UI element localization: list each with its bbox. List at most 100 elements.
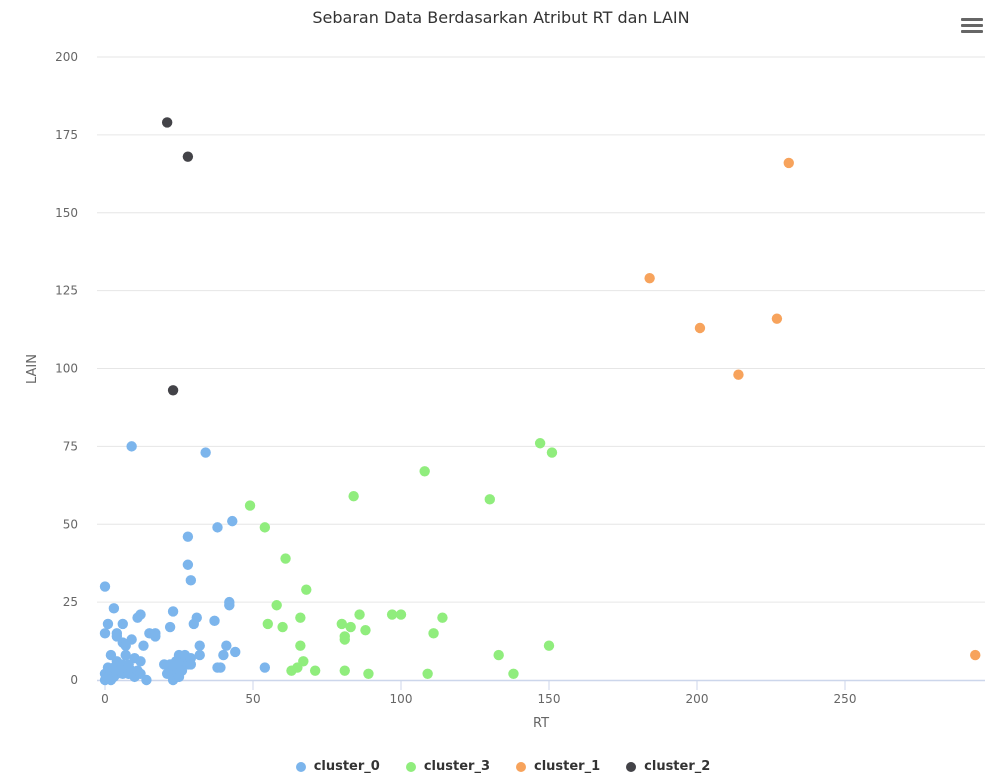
hamburger-menu-icon-bar: [961, 30, 983, 33]
data-point[interactable]: [185, 575, 197, 586]
data-point[interactable]: [150, 631, 161, 642]
data-point[interactable]: [209, 615, 220, 627]
data-point[interactable]: [212, 522, 223, 533]
data-point[interactable]: [493, 649, 504, 661]
y-tick-label: 175: [55, 128, 78, 142]
data-point[interactable]: [227, 515, 238, 527]
legend-marker-icon: [626, 761, 637, 772]
data-point[interactable]: [135, 656, 146, 667]
legend-item-cluster_3[interactable]: cluster_3: [405, 759, 490, 774]
data-point[interactable]: [386, 609, 398, 620]
data-point[interactable]: [215, 662, 226, 673]
data-point[interactable]: [546, 447, 558, 458]
chart-legend: cluster_0 cluster_3 cluster_1 cluster_2: [0, 759, 1006, 774]
data-point[interactable]: [176, 665, 188, 676]
data-point[interactable]: [120, 649, 131, 661]
data-point[interactable]: [437, 612, 448, 623]
data-point[interactable]: [194, 649, 205, 661]
data-point[interactable]: [428, 628, 439, 639]
x-axis-title: RT: [533, 716, 549, 731]
data-point[interactable]: [164, 621, 176, 633]
data-point[interactable]: [339, 665, 350, 676]
data-point[interactable]: [360, 624, 371, 636]
x-tick-label: 50: [245, 692, 260, 706]
data-point[interactable]: [117, 618, 128, 630]
data-point[interactable]: [422, 668, 433, 679]
data-point[interactable]: [135, 609, 146, 620]
y-tick-label: 125: [55, 284, 78, 298]
data-point[interactable]: [182, 559, 194, 570]
data-point[interactable]: [224, 600, 235, 611]
data-point[interactable]: [508, 668, 519, 679]
data-point[interactable]: [733, 369, 744, 380]
data-point[interactable]: [484, 494, 495, 505]
data-point[interactable]: [185, 659, 197, 670]
data-point[interactable]: [309, 665, 321, 676]
data-point[interactable]: [363, 668, 374, 679]
data-point[interactable]: [126, 441, 137, 452]
series-cluster_2: [161, 117, 194, 396]
data-point[interactable]: [970, 649, 981, 661]
data-point[interactable]: [271, 600, 282, 611]
data-point[interactable]: [221, 640, 232, 651]
data-point[interactable]: [534, 438, 546, 449]
data-point[interactable]: [126, 634, 137, 645]
data-point[interactable]: [262, 618, 273, 630]
data-point[interactable]: [161, 668, 173, 679]
data-point[interactable]: [301, 584, 312, 595]
data-point[interactable]: [218, 649, 229, 661]
legend-item-cluster_0[interactable]: cluster_0: [295, 759, 380, 774]
data-point[interactable]: [161, 117, 173, 128]
legend-item-cluster_2[interactable]: cluster_2: [626, 759, 710, 774]
y-tick-label: 200: [55, 50, 78, 64]
data-point[interactable]: [783, 157, 794, 169]
data-point[interactable]: [395, 609, 407, 620]
y-tick-label: 100: [55, 362, 78, 376]
data-point[interactable]: [295, 640, 306, 651]
data-point[interactable]: [339, 634, 350, 645]
data-point[interactable]: [345, 621, 356, 633]
data-point[interactable]: [259, 662, 271, 673]
data-point[interactable]: [354, 609, 365, 620]
data-point[interactable]: [99, 581, 111, 592]
data-point[interactable]: [771, 313, 783, 324]
data-point[interactable]: [200, 447, 211, 458]
data-point[interactable]: [419, 466, 430, 477]
data-point[interactable]: [336, 618, 347, 630]
data-point[interactable]: [167, 606, 179, 617]
data-point[interactable]: [188, 618, 199, 630]
data-point[interactable]: [108, 603, 120, 614]
legend-marker-icon: [516, 761, 526, 772]
y-tick-label: 150: [55, 206, 78, 220]
series-cluster_3: [244, 438, 558, 679]
data-point[interactable]: [543, 640, 555, 651]
data-point[interactable]: [348, 491, 359, 502]
data-point[interactable]: [194, 640, 205, 651]
data-point[interactable]: [259, 522, 271, 533]
data-point[interactable]: [280, 553, 291, 564]
data-point[interactable]: [138, 640, 149, 651]
legend-label: cluster_0: [313, 759, 380, 774]
data-point[interactable]: [244, 500, 256, 511]
data-point[interactable]: [277, 621, 288, 633]
data-point[interactable]: [295, 612, 306, 623]
data-point[interactable]: [182, 151, 194, 162]
x-tick-label: 100: [390, 692, 413, 706]
data-point[interactable]: [286, 665, 297, 676]
legend-item-cluster_1[interactable]: cluster_1: [516, 759, 600, 774]
data-point[interactable]: [167, 385, 179, 396]
data-point[interactable]: [182, 531, 194, 542]
data-point[interactable]: [99, 628, 111, 639]
legend-marker-icon: [405, 761, 416, 772]
data-point[interactable]: [141, 674, 152, 686]
data-point[interactable]: [170, 656, 182, 667]
y-tick-label: 75: [63, 439, 78, 453]
data-point[interactable]: [644, 272, 655, 284]
context-menu-button[interactable]: [960, 16, 984, 38]
data-point[interactable]: [694, 322, 706, 334]
series-cluster_0: [99, 441, 271, 686]
data-point[interactable]: [230, 646, 241, 658]
x-tick-label: 250: [834, 692, 857, 706]
data-point[interactable]: [102, 618, 114, 630]
legend-label: cluster_2: [644, 759, 711, 774]
